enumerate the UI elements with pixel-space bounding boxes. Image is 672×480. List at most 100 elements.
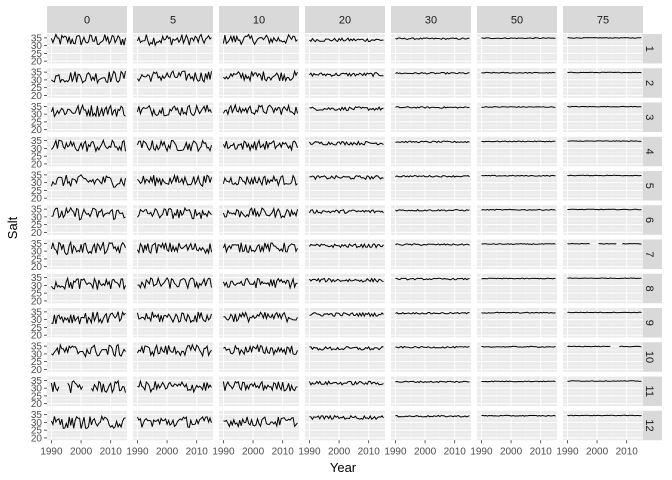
column-strip-20 bbox=[305, 6, 385, 33]
series-line-20-9 bbox=[309, 311, 384, 318]
column-strip-5 bbox=[133, 6, 213, 33]
series-line-0-10 bbox=[51, 343, 126, 359]
panel-75-1 bbox=[563, 34, 643, 64]
panel-5-8 bbox=[133, 273, 213, 304]
panel-20-5 bbox=[305, 171, 385, 201]
column-strip-75 bbox=[563, 6, 643, 33]
series-line-50-4 bbox=[481, 140, 556, 143]
series-line-30-8 bbox=[395, 277, 470, 281]
y-tick-label: 20 bbox=[31, 296, 43, 307]
series-line-5-6 bbox=[136, 206, 212, 220]
panel-10-5 bbox=[219, 171, 299, 201]
series-line-75-5 bbox=[567, 174, 642, 177]
panel-5-5 bbox=[133, 171, 213, 201]
panel-20-1 bbox=[305, 34, 385, 64]
panel-0-10 bbox=[47, 342, 127, 372]
series-line-10-8 bbox=[222, 276, 298, 290]
panel-0-12 bbox=[47, 410, 127, 441]
y-tick-label: 35 bbox=[31, 68, 43, 79]
series-line-75-9 bbox=[567, 311, 642, 314]
series-line-10-5 bbox=[222, 174, 298, 188]
series-line-50-1 bbox=[481, 37, 556, 40]
series-line-20-1 bbox=[309, 37, 384, 43]
series-line-10-6 bbox=[222, 206, 298, 219]
series-line-0-1 bbox=[50, 33, 126, 46]
panel-10-8 bbox=[219, 273, 299, 304]
y-tick-label: 20 bbox=[31, 399, 43, 410]
series-line-20-12 bbox=[309, 414, 384, 421]
y-tick-label: 35 bbox=[31, 102, 43, 113]
y-tick-label: 20 bbox=[31, 125, 43, 136]
series-line-75-11 bbox=[567, 380, 642, 382]
y-tick-label: 35 bbox=[31, 273, 43, 284]
y-tick-label: 25 bbox=[31, 117, 43, 128]
panel-0-8 bbox=[47, 273, 127, 304]
x-tick-label: 2010 bbox=[100, 446, 123, 457]
y-axis-title: Salt bbox=[5, 216, 20, 239]
series-line-5-9 bbox=[136, 311, 212, 324]
row-strip-label-8: 8 bbox=[643, 285, 655, 291]
series-line-30-12 bbox=[395, 414, 470, 418]
x-tick-label: 2000 bbox=[328, 446, 351, 457]
x-tick-label: 2010 bbox=[616, 446, 639, 457]
y-tick-label: 25 bbox=[31, 289, 43, 300]
column-strip-label-0: 0 bbox=[84, 15, 90, 27]
series-line-75-12 bbox=[567, 414, 642, 417]
panel-0-5 bbox=[47, 171, 127, 201]
series-line-75-4 bbox=[567, 140, 642, 142]
panel-5-2 bbox=[133, 68, 213, 98]
x-tick-label: 1990 bbox=[40, 446, 63, 457]
row-strip-label-4: 4 bbox=[643, 148, 655, 154]
series-line-30-4 bbox=[395, 140, 470, 144]
y-tick-label: 35 bbox=[31, 376, 43, 387]
panel-10-10 bbox=[219, 342, 299, 372]
series-line-75-7 bbox=[567, 242, 642, 245]
series-line-20-7 bbox=[309, 242, 384, 249]
row-strip-label-9: 9 bbox=[643, 320, 655, 326]
panel-10-2 bbox=[219, 68, 299, 98]
series-line-10-11 bbox=[222, 380, 298, 392]
series-line-50-7 bbox=[481, 243, 556, 246]
y-tick-label: 20 bbox=[31, 194, 43, 205]
series-line-50-8 bbox=[481, 277, 556, 280]
x-tick-label: 2010 bbox=[272, 446, 295, 457]
y-tick-label: 35 bbox=[31, 307, 43, 318]
panel-30-4 bbox=[391, 136, 471, 167]
series-line-0-9 bbox=[51, 310, 126, 325]
panel-20-11 bbox=[305, 376, 385, 406]
x-tick-label: 1990 bbox=[298, 446, 321, 457]
series-line-50-11 bbox=[481, 380, 556, 383]
panel-5-4 bbox=[133, 136, 213, 167]
series-line-0-8 bbox=[50, 276, 126, 291]
panel-10-11 bbox=[219, 376, 299, 406]
column-strip-label-5: 5 bbox=[170, 15, 176, 27]
series-line-75-3 bbox=[567, 105, 642, 108]
row-strip-label-7: 7 bbox=[643, 251, 655, 257]
x-tick-label: 2010 bbox=[186, 446, 209, 457]
panel-5-12 bbox=[133, 410, 213, 441]
x-tick-label: 1990 bbox=[384, 446, 407, 457]
y-tick-label: 25 bbox=[31, 49, 43, 60]
row-strip-label-5: 5 bbox=[643, 183, 655, 189]
y-tick-label: 35 bbox=[31, 136, 43, 147]
series-line-5-11 bbox=[137, 379, 212, 394]
y-tick-label: 30 bbox=[31, 110, 43, 121]
series-line-20-2 bbox=[309, 72, 384, 78]
y-tick-label: 35 bbox=[31, 342, 43, 353]
y-tick-label: 25 bbox=[31, 83, 43, 94]
row-strip-label-10: 10 bbox=[643, 351, 655, 363]
x-tick-label: 1990 bbox=[470, 446, 493, 457]
y-tick-label: 25 bbox=[31, 357, 43, 368]
panel-20-2 bbox=[305, 68, 385, 98]
y-tick-label: 20 bbox=[31, 433, 43, 444]
column-strip-label-10: 10 bbox=[253, 15, 265, 27]
series-line-20-3 bbox=[309, 105, 384, 112]
series-line-10-3 bbox=[222, 103, 298, 117]
panel-5-7 bbox=[133, 239, 213, 269]
y-tick-label: 25 bbox=[31, 254, 43, 265]
panel-20-10 bbox=[305, 342, 385, 372]
series-line-5-12 bbox=[136, 415, 212, 429]
y-tick-label: 35 bbox=[31, 170, 43, 181]
column-strip-10 bbox=[219, 6, 299, 33]
series-line-0-5 bbox=[50, 174, 126, 188]
